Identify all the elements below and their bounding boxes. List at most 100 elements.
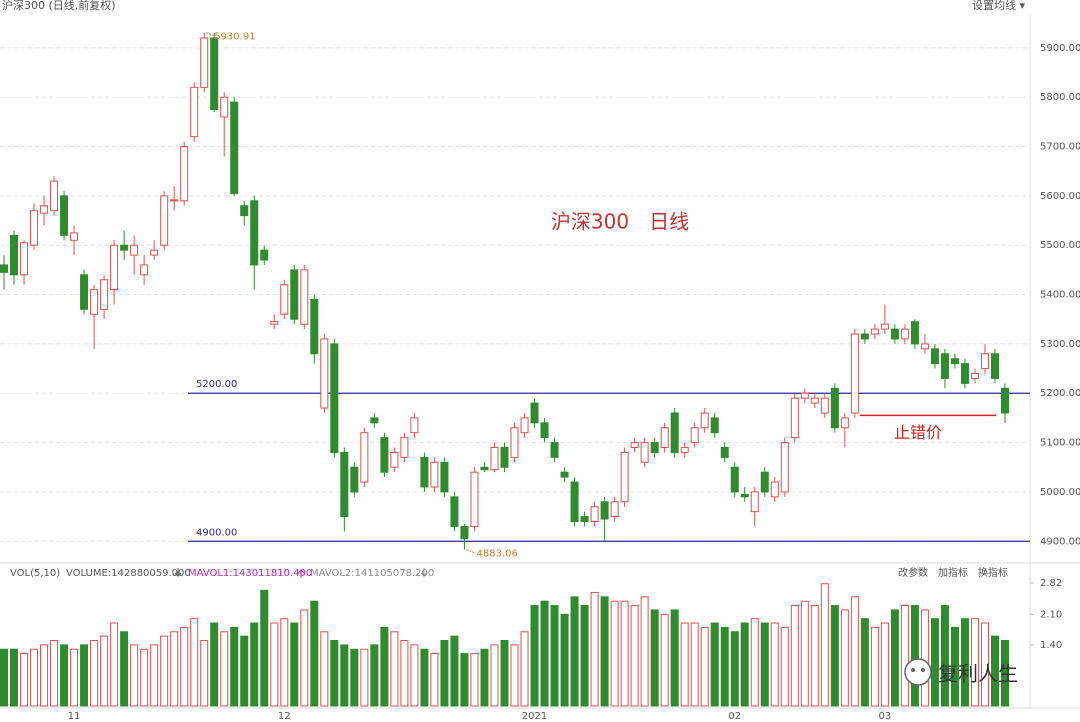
- volume-bar: [160, 635, 169, 707]
- y-tick-label: 5100.00: [1040, 438, 1080, 449]
- candle-body: [260, 249, 269, 261]
- volume-bar: [600, 596, 609, 707]
- vol-header: VOLUME:142880059.000: [66, 568, 191, 579]
- volume-bar: [1001, 640, 1009, 707]
- candle-body: [340, 451, 349, 518]
- candle-body: [230, 101, 239, 194]
- candle-body: [770, 481, 779, 498]
- volume-bar: [10, 648, 19, 707]
- volume-bar: [100, 635, 109, 707]
- volume-bar: [370, 644, 379, 707]
- volume-bar: [750, 618, 759, 707]
- level-label: 4900.00: [196, 527, 237, 538]
- volume-bar: [970, 618, 979, 707]
- y-tick-label: 5600.00: [1040, 191, 1080, 202]
- candle-body: [330, 343, 339, 453]
- volume-bar: [610, 600, 619, 707]
- volume-bar: [230, 626, 239, 707]
- volume-bar: [660, 613, 669, 707]
- volume-bar: [550, 605, 559, 707]
- vol-tools[interactable]: 改参数 加指标 换指标: [898, 566, 1008, 579]
- candle-body: [440, 461, 449, 493]
- candle-body: [350, 466, 359, 493]
- candle-body: [960, 363, 969, 384]
- candle-body: [690, 427, 699, 444]
- leader: [466, 549, 475, 554]
- candle-body: [360, 432, 369, 483]
- volume-bar: [50, 640, 59, 707]
- candle-body: [730, 466, 739, 493]
- candle-body: [20, 242, 29, 276]
- volume-bar: [260, 589, 269, 707]
- candle-body: [980, 353, 989, 370]
- x-tick-label: 2021: [522, 711, 547, 722]
- volume-bar: [780, 626, 789, 707]
- volume-bar: [870, 626, 879, 707]
- candle-body: [990, 353, 999, 379]
- volume-bar: [380, 626, 389, 707]
- volume-bar: [770, 622, 779, 707]
- volume-bar: [190, 618, 199, 707]
- candle-body: [10, 234, 19, 276]
- volume-bar: [290, 622, 299, 707]
- candle-body: [380, 437, 389, 473]
- candle-body: [190, 86, 199, 138]
- candle-body: [670, 412, 679, 453]
- candle-body: [900, 328, 909, 340]
- candle-body: [680, 447, 689, 453]
- candle-body: [930, 348, 939, 365]
- candle-body: [400, 437, 409, 458]
- candle-body: [600, 501, 609, 520]
- volume-bar: [0, 648, 8, 707]
- volume-bar: [510, 644, 519, 707]
- candle-body: [780, 442, 789, 493]
- menu[interactable]: 设置均线 ▾: [972, 0, 1025, 12]
- volume-bar: [210, 622, 219, 707]
- candle-body: [640, 442, 649, 463]
- candle-body: [0, 264, 8, 273]
- volume-bar: [520, 631, 529, 707]
- volume-bar: [850, 596, 859, 707]
- volume-bar: [500, 640, 509, 707]
- candle-body: [430, 461, 439, 488]
- candle-body: [160, 195, 169, 246]
- candle-body: [580, 516, 589, 523]
- level-label: 5200.00: [196, 379, 237, 390]
- volume-bar: [300, 609, 309, 707]
- candle-body: [370, 417, 379, 424]
- watermark-icon: [904, 658, 932, 686]
- y-tick-label: 5500.00: [1040, 240, 1080, 251]
- y-tick-label: 1.40: [1040, 640, 1062, 651]
- volume-bar: [360, 648, 369, 707]
- volume-bar: [880, 622, 889, 707]
- vol-header: MAVOL2:141105078.200: [310, 568, 434, 579]
- leader: [206, 32, 215, 37]
- volume-bar: [570, 596, 579, 707]
- arrow-icon: [297, 569, 305, 578]
- volume-bar: [70, 648, 79, 707]
- y-tick-label: 5000.00: [1040, 487, 1080, 498]
- candle-body: [820, 397, 829, 414]
- x-tick-label: 03: [879, 711, 892, 722]
- y-tick-label: 5700.00: [1040, 142, 1080, 153]
- candle-body: [510, 427, 519, 458]
- volume-bar: [710, 622, 719, 707]
- y-tick-label: 5300.00: [1040, 339, 1080, 350]
- volume-bar: [980, 622, 989, 707]
- volume-bar: [440, 640, 449, 707]
- candle-body: [660, 427, 669, 449]
- volume-bar: [340, 644, 349, 707]
- volume-bar: [540, 600, 549, 707]
- volume-bar: [130, 644, 139, 707]
- volume-bar: [790, 605, 799, 707]
- candle-body: [240, 205, 249, 217]
- candle-body: [700, 412, 709, 429]
- volume-bar: [140, 648, 149, 707]
- y-tick-label: 5200.00: [1040, 388, 1080, 399]
- candle-body: [30, 210, 39, 246]
- y-tick-label: 2.82: [1040, 578, 1062, 589]
- volume-bar: [150, 644, 159, 707]
- y-tick-label: 5400.00: [1040, 290, 1080, 301]
- volume-bar: [900, 605, 909, 707]
